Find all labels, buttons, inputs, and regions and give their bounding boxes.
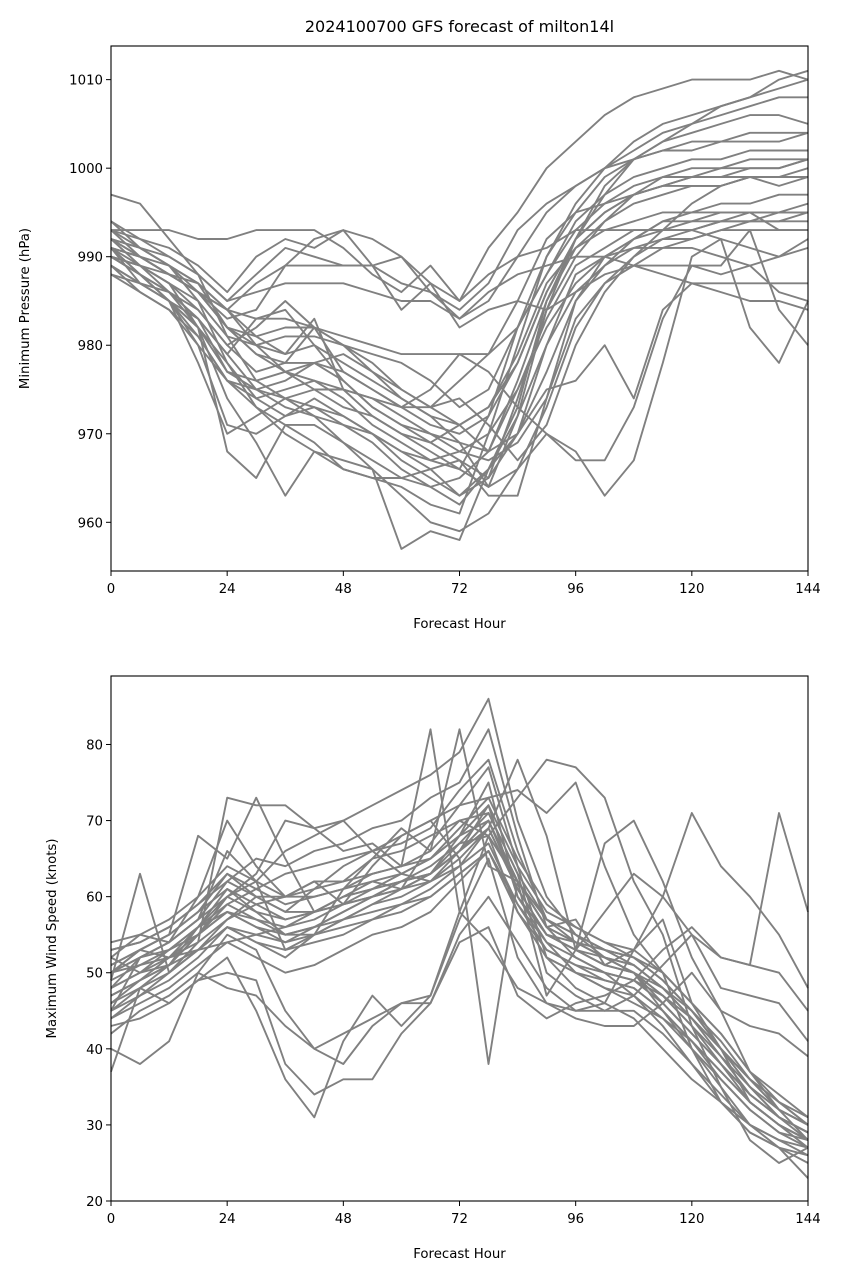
pressure-member-line-11 — [110, 229, 808, 320]
pressure-y-tick-label: 970 — [78, 428, 103, 443]
pressure-member-line-6 — [110, 158, 809, 426]
pressure-x-tick-label: 72 — [451, 582, 468, 597]
pressure-member-line-16 — [110, 255, 809, 550]
pressure-member-line-25 — [110, 193, 808, 453]
wind-member-line-30 — [110, 850, 809, 1141]
wind-series-layer — [110, 697, 809, 1179]
pressure-member-line-28 — [110, 158, 809, 435]
wind-x-tick-label: 0 — [107, 1212, 115, 1227]
pressure-y-tick-label: 1000 — [69, 162, 103, 177]
pressure-y-tick-label: 980 — [78, 339, 103, 354]
wind-ticks-layer: 0 24 48 72 96 120 144 20 30 40 50 60 70 80 — [86, 738, 821, 1227]
pressure-member-line-1 — [110, 78, 809, 506]
wind-x-axis-label: Forecast Hour — [413, 1247, 506, 1262]
wind-member-line-17 — [110, 728, 809, 1141]
wind-member-line-29 — [110, 827, 809, 1126]
wind-y-axis-label: Maximum Wind Speed (knots) — [45, 838, 60, 1038]
chart-title: 2024100700 GFS forecast of milton14l — [305, 17, 614, 36]
pressure-member-line-23 — [110, 158, 808, 356]
wind-y-tick-label: 70 — [86, 815, 103, 830]
wind-y-tick-label: 20 — [86, 1195, 103, 1210]
pressure-ticks-layer: 0 24 48 72 96 120 144 960 970 980 990 1000 1010 — [69, 74, 821, 597]
wind-member-line-1 — [110, 697, 809, 1157]
pressure-x-tick-label: 120 — [679, 582, 704, 597]
wind-y-tick-label: 60 — [86, 891, 103, 906]
pressure-member-line-2 — [110, 69, 809, 515]
wind-y-tick-label: 30 — [86, 1119, 103, 1134]
pressure-x-tick-label: 48 — [335, 582, 352, 597]
pressure-x-tick-label: 0 — [107, 582, 115, 597]
wind-member-line-10 — [110, 758, 809, 981]
wind-member-line-23 — [110, 850, 809, 1149]
wind-member-line-25 — [110, 827, 809, 1134]
wind-x-tick-label: 120 — [679, 1212, 704, 1227]
pressure-member-line-24 — [110, 131, 809, 320]
pressure-x-tick-label: 24 — [219, 582, 236, 597]
wind-member-line-27 — [110, 804, 809, 1119]
wind-member-line-12 — [110, 926, 809, 1065]
pressure-x-tick-label: 144 — [795, 582, 820, 597]
pressure-member-line-22 — [110, 167, 809, 462]
wind-x-tick-label: 24 — [219, 1212, 236, 1227]
wind-x-tick-label: 48 — [335, 1212, 352, 1227]
wind-y-tick-label: 80 — [86, 738, 103, 753]
pressure-y-tick-label: 1010 — [69, 74, 103, 89]
pressure-y-axis-label: Minimum Pressure (hPa) — [18, 228, 33, 389]
pressure-member-line-15 — [110, 238, 809, 533]
wind-y-tick-label: 40 — [86, 1043, 103, 1058]
wind-x-tick-label: 144 — [795, 1212, 820, 1227]
pressure-member-line-30 — [110, 229, 808, 497]
wind-member-line-14 — [110, 857, 809, 1119]
pressure-member-line-29 — [110, 211, 808, 462]
pressure-series-layer — [110, 69, 809, 550]
pressure-x-axis-label: Forecast Hour — [413, 617, 506, 632]
wind-member-line-3 — [110, 766, 809, 1157]
pressure-chart: 2024100700 GFS forecast of milton14l 0 24… — [18, 17, 821, 632]
pressure-y-tick-label: 960 — [78, 516, 103, 531]
wind-member-line-24 — [110, 812, 809, 1126]
wind-x-tick-label: 72 — [451, 1212, 468, 1227]
pressure-x-tick-label: 96 — [567, 582, 584, 597]
wind-x-tick-label: 96 — [567, 1212, 584, 1227]
wind-member-line-13 — [110, 895, 809, 1096]
wind-chart: 0 24 48 72 96 120 144 20 30 40 50 60 70 80 Forecast H… — [45, 675, 821, 1262]
pressure-member-line-27 — [110, 176, 808, 488]
wind-y-tick-label: 50 — [86, 967, 103, 982]
pressure-y-tick-label: 990 — [78, 251, 103, 266]
